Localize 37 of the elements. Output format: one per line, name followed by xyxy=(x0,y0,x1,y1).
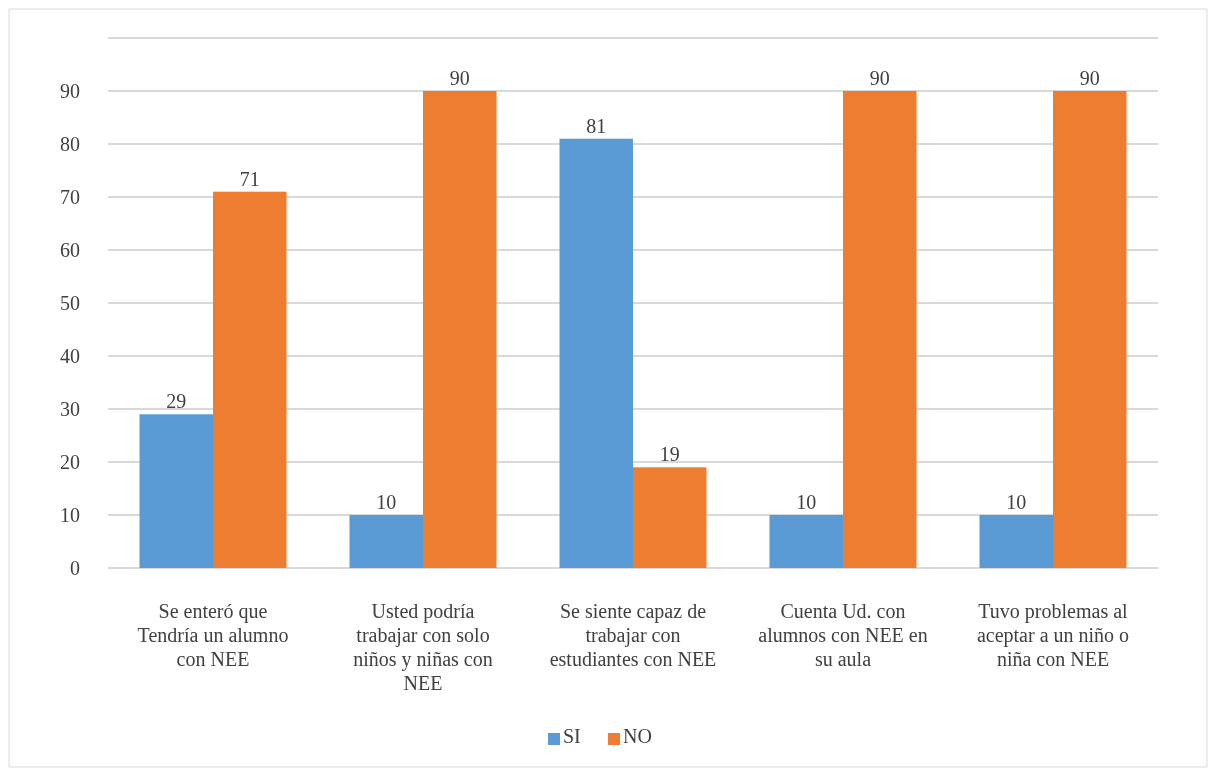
x-tick-label: Usted podría trabajar con solo niños y niñas con NEE xyxy=(353,600,493,694)
x-tick-label: Se enteró que Tendría un alumno con NEE xyxy=(137,600,289,670)
data-label: 71 xyxy=(239,167,260,190)
legend-label: SI xyxy=(563,725,581,747)
y-tick-label: 10 xyxy=(60,504,80,526)
data-label: 10 xyxy=(376,491,397,513)
y-tick-label: 90 xyxy=(60,80,80,102)
data-label: 10 xyxy=(796,491,817,513)
x-tick-label: Cuenta Ud. con alumnos con NEE en su aula xyxy=(758,600,928,670)
data-label: 29 xyxy=(166,390,187,413)
data-label: 19 xyxy=(659,443,680,466)
y-tick-label: 80 xyxy=(60,133,80,155)
x-tick-label: Se siente capaz de trabajar con estudiantes con NEE xyxy=(549,600,717,670)
bar xyxy=(423,91,497,568)
data-label: 90 xyxy=(1079,67,1100,89)
bar xyxy=(769,515,843,568)
bar xyxy=(139,414,213,568)
y-tick-label: 40 xyxy=(60,345,80,367)
bar xyxy=(979,515,1053,568)
data-label: 90 xyxy=(869,67,890,89)
y-tick-label: 60 xyxy=(60,239,80,261)
y-tick-label: 30 xyxy=(60,398,80,420)
legend-label: NO xyxy=(623,725,652,747)
y-tick-label: 70 xyxy=(60,186,80,208)
bar xyxy=(559,138,633,568)
bar xyxy=(213,191,287,568)
y-tick-label: 0 xyxy=(70,557,80,579)
data-label: 81 xyxy=(586,114,607,137)
bar xyxy=(349,515,423,568)
bar xyxy=(843,91,917,568)
bar xyxy=(1053,91,1127,568)
y-tick-label: 50 xyxy=(60,292,80,314)
bar xyxy=(633,467,707,568)
y-tick-label: 20 xyxy=(60,451,80,473)
x-tick-label: Tuvo problemas al aceptar a un niño o niña con NEE xyxy=(976,600,1130,670)
data-label: 90 xyxy=(449,67,470,89)
data-label: 10 xyxy=(1006,491,1027,513)
